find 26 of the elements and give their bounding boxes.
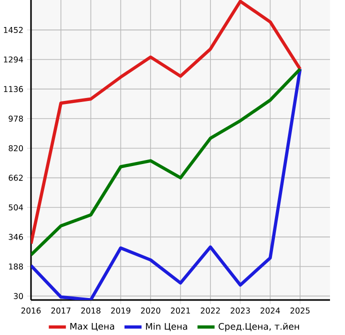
x-tick-label: 2019: [111, 308, 130, 314]
legend-label: Сред.Цена, т.йен: [218, 322, 299, 332]
x-tick-label: 2021: [170, 308, 190, 314]
y-tick-label: 662: [8, 174, 23, 181]
line-series: [31, 0, 302, 246]
x-tick-label: 2024: [260, 308, 280, 314]
y-tick-label: 1294: [4, 56, 24, 63]
y-tick-label: 504: [8, 204, 24, 210]
y-tick-label: 1452: [4, 26, 23, 33]
y-tick-label: 978: [8, 116, 23, 122]
x-tick-label: 2017: [51, 308, 70, 314]
legend-label: Min Цена: [146, 322, 188, 332]
y-tick-label: 346: [8, 234, 23, 240]
x-tick-label: 2018: [81, 308, 100, 314]
y-tick-label: 188: [9, 263, 23, 270]
y-tick-label: 30: [14, 293, 23, 300]
legend-label: Max Цена: [70, 322, 114, 331]
x-tick-label: 2016: [21, 308, 41, 314]
line-series: [31, 67, 302, 300]
x-tick-label: 2025: [290, 308, 310, 314]
x-tick-label: 2023: [230, 308, 250, 314]
y-tick-label: 820: [8, 145, 23, 152]
y-tick-label: 1136: [4, 86, 23, 92]
line-series: [31, 67, 302, 256]
x-tick-label: 2022: [200, 308, 220, 314]
x-tick-label: 2020: [141, 308, 160, 314]
